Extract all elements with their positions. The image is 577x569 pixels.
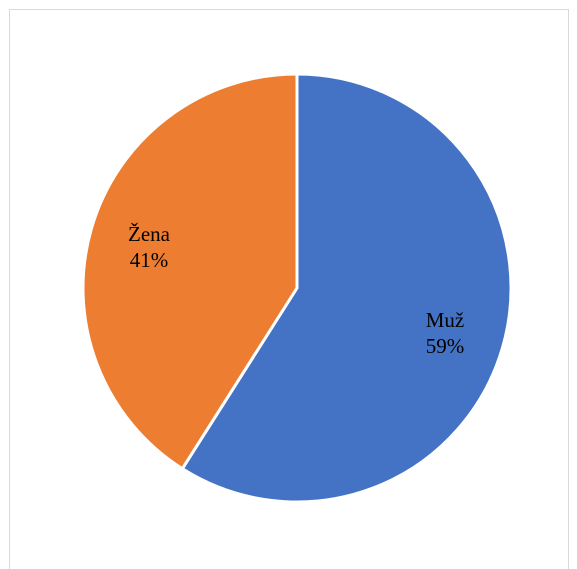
- pie-slice-0: [180, 72, 513, 504]
- slice-category-label: Žena: [128, 222, 171, 246]
- slice-value-label: 41%: [130, 248, 169, 272]
- slice-category-label: Muž: [426, 308, 465, 332]
- pie-slice-1: [81, 72, 299, 471]
- slice-value-label: 59%: [426, 334, 465, 358]
